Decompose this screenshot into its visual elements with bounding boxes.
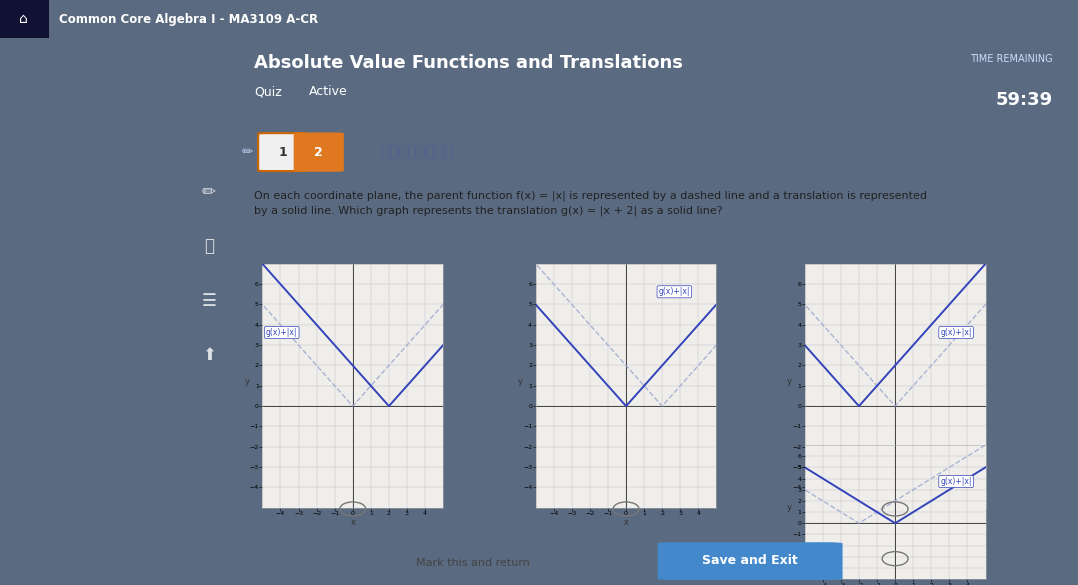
Text: ✏: ✏ [241,145,253,159]
Text: ✏: ✏ [202,182,216,200]
X-axis label: x: x [623,518,628,526]
Text: Quiz: Quiz [254,85,281,98]
Text: ⬆: ⬆ [202,346,216,364]
Text: g(x)+|x|: g(x)+|x| [940,477,971,486]
Bar [0,0,49,38]
Text: Save and Exit: Save and Exit [702,553,798,567]
Text: ☰: ☰ [202,291,216,309]
Text: On each coordinate plane, the parent function f(x) = |x| is represented by a das: On each coordinate plane, the parent fun… [254,191,927,216]
Y-axis label: y: y [787,503,791,512]
Text: TIME REMAINING: TIME REMAINING [970,54,1053,64]
Text: g(x)+|x|: g(x)+|x| [940,328,971,337]
Y-axis label: y: y [245,377,249,386]
Text: Mark this and return: Mark this and return [416,558,529,567]
Text: ⬛⬛⬛⬛⬛⬛⬛⬛: ⬛⬛⬛⬛⬛⬛⬛⬛ [381,144,453,160]
Text: 59:39: 59:39 [996,91,1053,109]
Text: 2: 2 [315,146,323,159]
FancyBboxPatch shape [294,133,343,171]
Y-axis label: y: y [787,377,791,386]
Text: 🎧: 🎧 [204,237,213,255]
Text: Common Core Algebra I - MA3109 A-CR: Common Core Algebra I - MA3109 A-CR [59,12,318,26]
Text: g(x)+|x|: g(x)+|x| [659,287,690,296]
Text: Absolute Value Functions and Translations: Absolute Value Functions and Translation… [254,54,682,73]
Text: 1: 1 [278,146,287,159]
Text: ⌂: ⌂ [19,12,28,26]
X-axis label: x: x [350,518,356,526]
Y-axis label: y: y [517,377,523,386]
FancyBboxPatch shape [658,542,843,580]
X-axis label: x: x [893,518,898,526]
FancyBboxPatch shape [259,133,307,171]
Text: g(x)+|x|: g(x)+|x| [266,328,298,337]
Text: Active: Active [308,85,347,98]
